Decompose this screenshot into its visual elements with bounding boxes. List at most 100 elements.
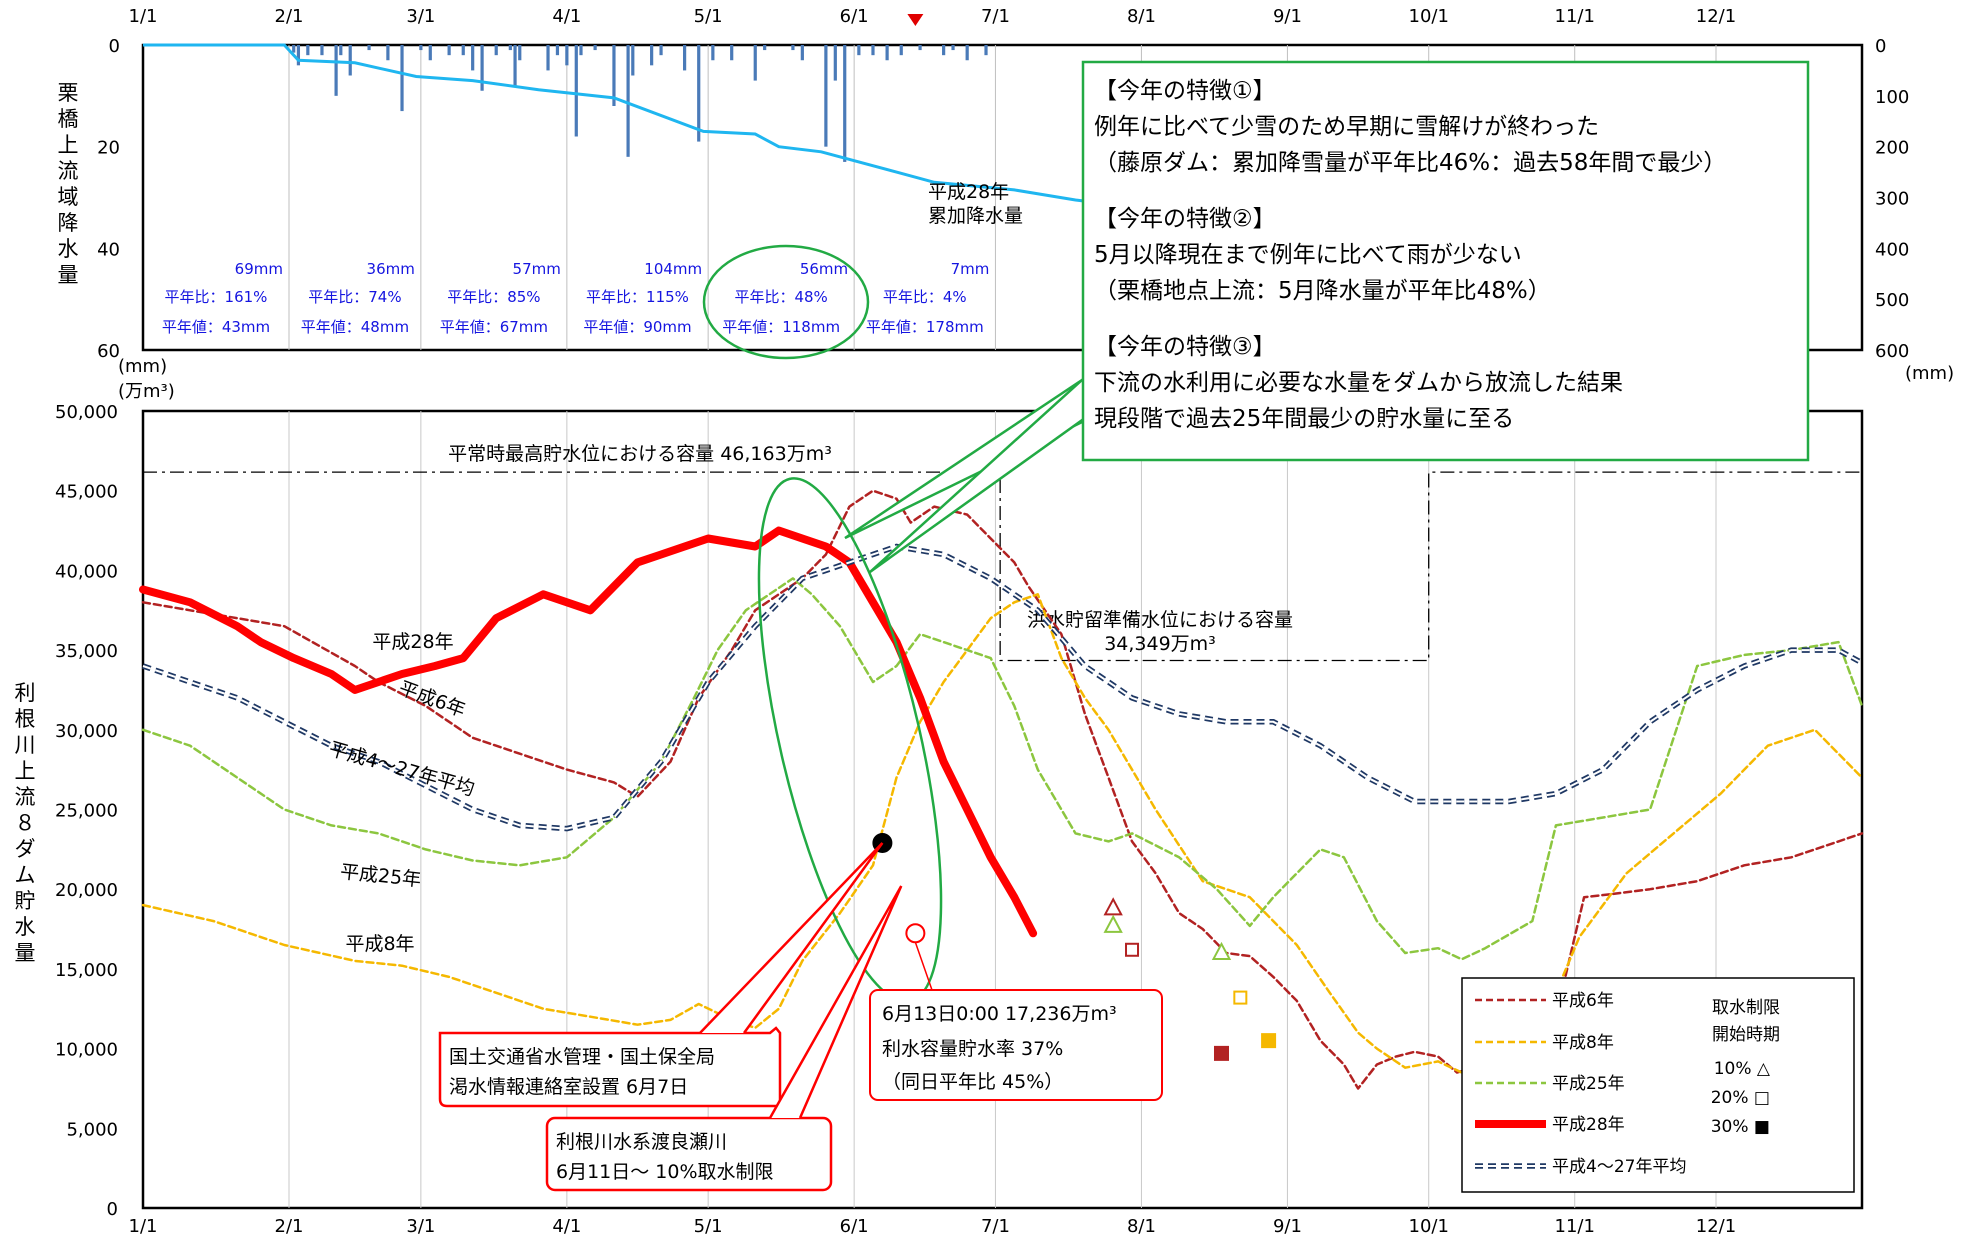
rain-bar [697,45,701,142]
rain-bar [367,45,371,51]
storage-x-tick: 6/1 [840,1216,869,1237]
rain-bar [753,45,757,81]
rain-bar [428,45,432,61]
rain-bar [942,45,946,56]
rain-x-tick: 7/1 [981,6,1010,27]
rain-bar [508,45,512,51]
rain-bar [918,45,922,51]
mlit-callout-line2: 渇水情報連絡室設置 6月7日 [449,1076,688,1098]
monthly-ratio: 平年比：161% [165,288,268,306]
rain-y2-tick: 400 [1875,239,1909,260]
monthly-total: 7mm [951,260,990,278]
storage-x-tick: 12/1 [1696,1216,1736,1237]
monthly-normal: 平年値：178mm [866,318,984,336]
restriction-marker-10 [1103,897,1123,916]
flood-capacity-value: 34,349万m³ [1104,633,1216,655]
rain-bar [461,45,465,56]
current-callout-line3: （同日平年比 45%） [882,1071,1063,1093]
mlit-callout-pointer [699,842,884,1034]
current-callout-line2: 利水容量貯水率 37% [882,1038,1063,1060]
storage-y-unit: (万m³) [118,381,175,402]
storage-y-tick: 50,000 [55,402,118,423]
rain-x-tick: 4/1 [552,6,581,27]
storage-y-tick: 45,000 [55,482,118,503]
legend-label-0: 平成6年 [1552,991,1614,1011]
monthly-normal: 平年値：67mm [440,318,548,336]
rain-bar [518,45,522,61]
restriction-callout-box [545,1116,833,1192]
monthly-ratio: 平年比：115% [586,288,689,306]
monthly-ratio: 平年比：85% [447,288,540,306]
storage-x-tick: 7/1 [981,1216,1010,1237]
storage-x-tick: 11/1 [1555,1216,1595,1237]
rain-x-tick: 6/1 [840,6,869,27]
feature-line: 下流の水利用に必要な水量をダムから放流した結果 [1094,370,1623,396]
rain-x-tick: 1/1 [129,6,158,27]
monthly-total: 57mm [513,260,561,278]
rain-bar [833,45,837,81]
rain-y-tick: 60 [97,341,120,362]
mlit-callout-line1: 国土交通省水管理・国土保全局 [449,1046,715,1068]
series-line-2 [141,577,1864,961]
restriction-marker-30 [1261,1033,1277,1049]
rain-bar [555,45,560,56]
series-label: 平成8年 [345,933,414,955]
storage-x-tick: 3/1 [406,1216,435,1237]
feature-line: 【今年の特徴②】 [1094,206,1276,232]
series-label: 平成28年 [372,631,453,653]
series-line-inner-4 [142,545,1863,830]
rain-bar [593,45,597,51]
feature-line: 5月以降現在まで例年に比べて雨が少ない [1094,242,1522,268]
monthly-normal: 平年値：48mm [301,318,409,336]
storage-x-tick: 10/1 [1409,1216,1449,1237]
storage-x-tick: 1/1 [129,1216,158,1237]
monthly-ratio: 平年比：4% [883,288,967,306]
rain-bar [791,45,795,51]
rain-bar [711,45,715,61]
rain-bar [683,45,687,71]
rain-x-tick: 12/1 [1696,6,1736,27]
monthly-total: 104mm [644,260,702,278]
rain-bar [296,45,301,66]
rain-y2-tick: 300 [1875,189,1909,210]
series-line-3 [139,526,1038,938]
rain-bar [513,45,517,86]
storage-y-tick: 35,000 [55,641,118,662]
rain-bar [631,45,635,76]
restriction-marker-10 [1211,941,1232,960]
restriction-marker-20 [1233,990,1248,1005]
flood-capacity-label: 洪水貯留準備水位における容量 [1027,609,1293,631]
rain-bar [612,45,616,106]
rain-bar [386,45,390,61]
rain-bar [574,45,578,137]
rain-y-tick: 20 [97,138,120,159]
rain-y2-tick: 0 [1875,36,1886,57]
rain-bar [292,45,296,53]
rain-x-tick: 8/1 [1127,6,1156,27]
rain-bar [763,45,767,51]
key-point-1 [905,923,926,944]
feature-line: （栗橋地点上流：5月降水量が平年比48%） [1094,278,1551,304]
rain-bar [899,45,903,56]
rain-bar [857,45,861,56]
rain-bar [471,45,475,71]
rain-bar [480,45,484,91]
rain-bar [650,45,654,66]
current-date-marker [907,14,924,26]
rain-y2-tick: 100 [1875,87,1909,108]
restriction-callout-line2: 6月11日〜 10%取水制限 [556,1161,774,1183]
legend-label-1: 平成8年 [1552,1033,1614,1053]
monthly-total: 56mm [800,260,848,278]
restriction-marker-10 [1103,914,1123,933]
storage-y-tick: 10,000 [55,1040,118,1061]
rain-y2-tick: 600 [1875,341,1909,362]
rain-y2-tick: 500 [1875,290,1909,311]
restriction-callout-pointer [768,885,903,1119]
rain-bar [400,45,404,112]
rain-bar [871,45,875,56]
rain-bar [447,45,451,56]
restriction-marker-20 [1125,942,1140,957]
rain-bar [984,45,988,56]
capacity-line [143,471,1862,662]
